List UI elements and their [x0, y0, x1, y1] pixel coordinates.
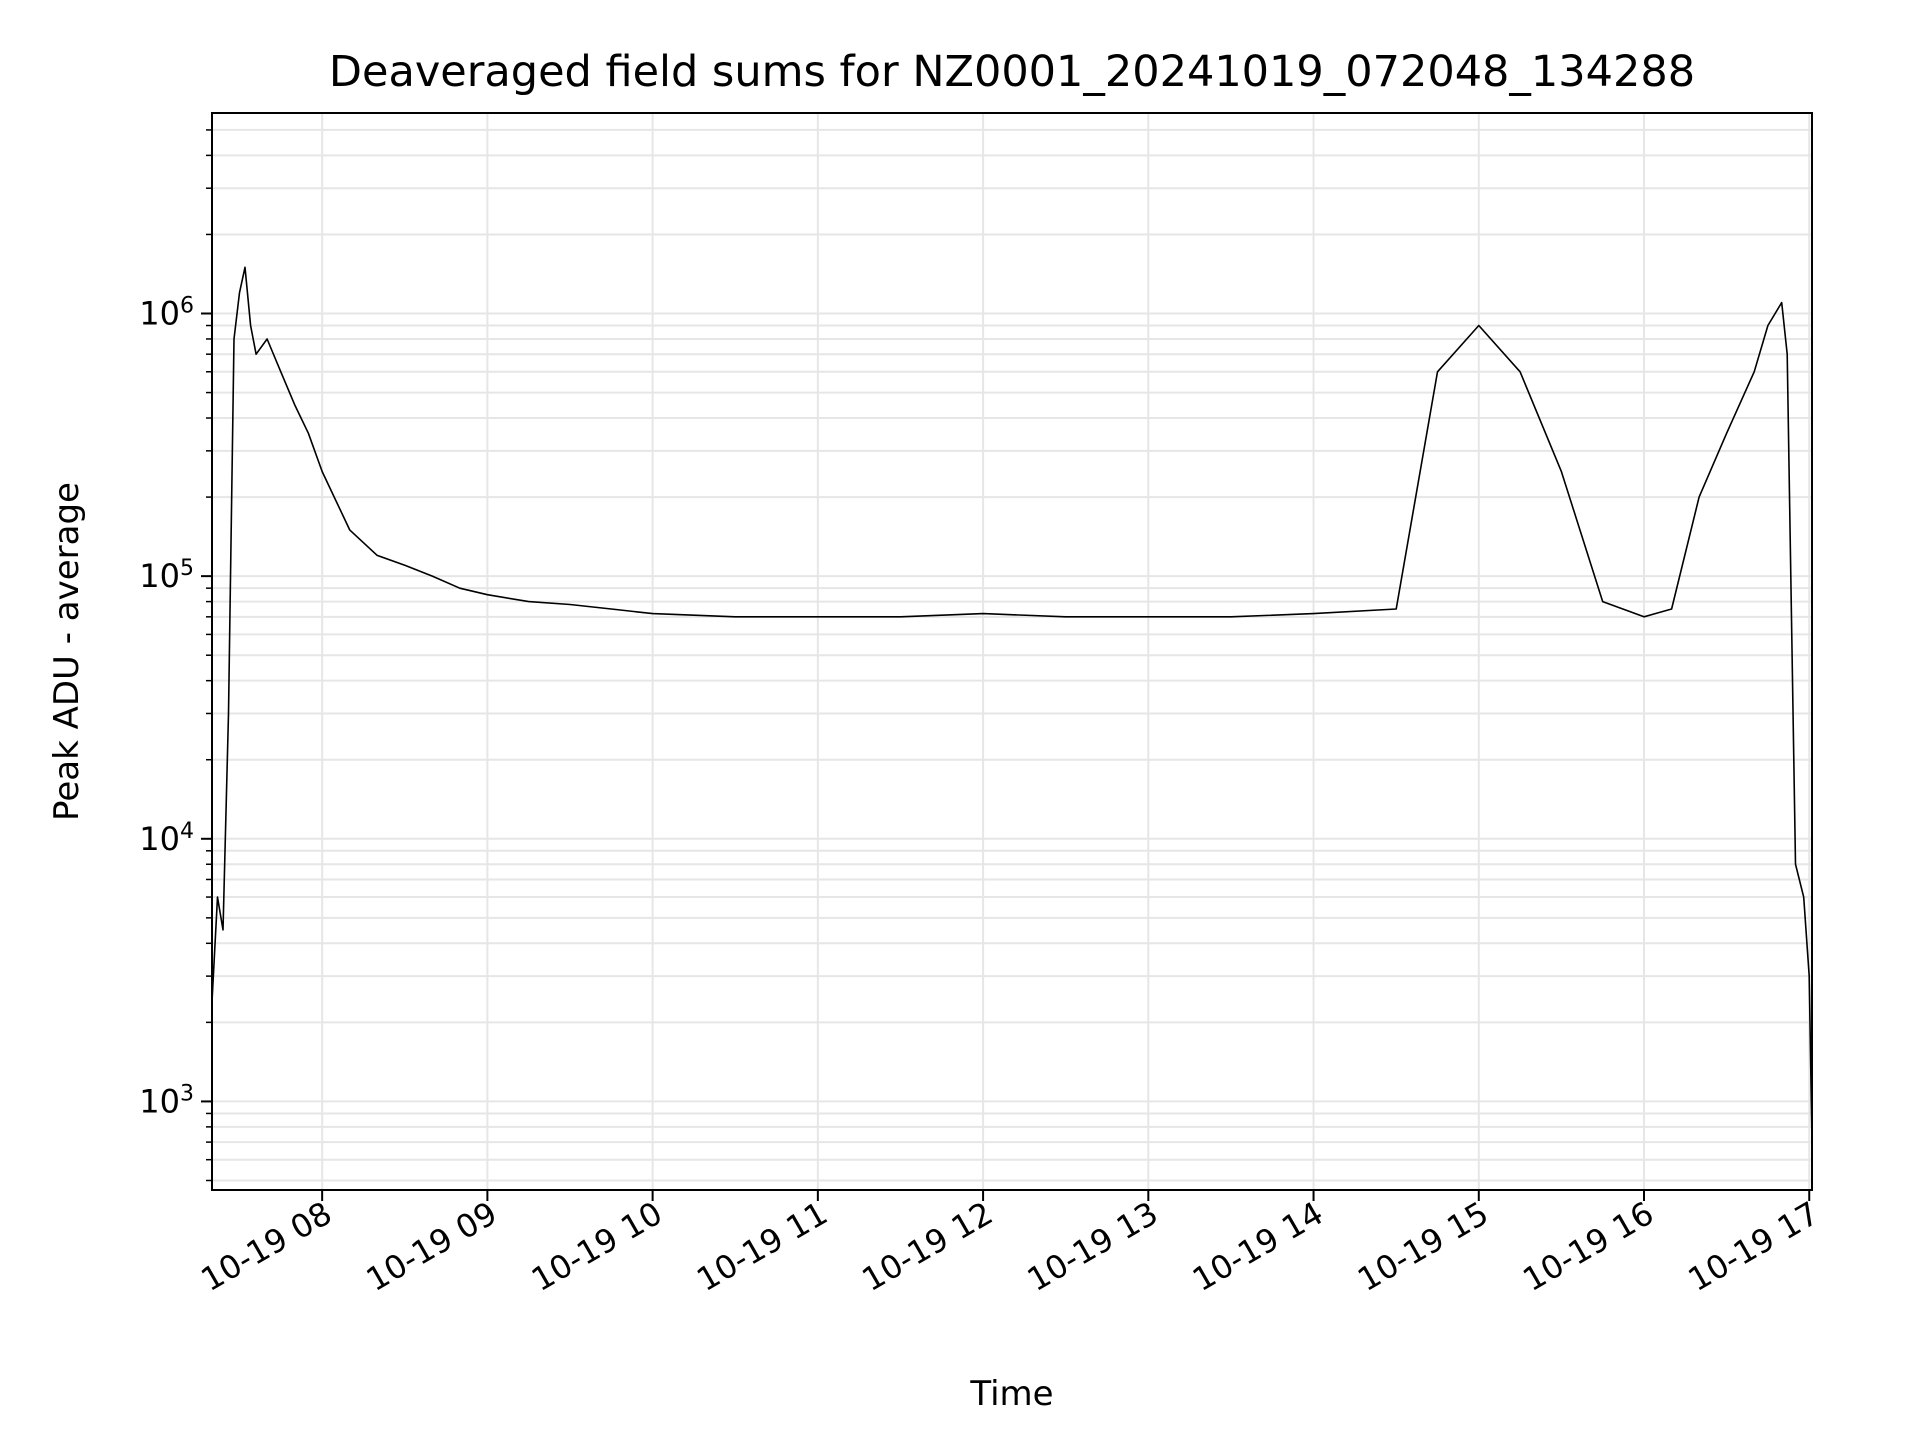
chart: 10310410510610-19 08 10-19 09 10-19 10 10-1… — [0, 0, 1920, 1440]
y-axis-title: Peak ADU - average — [47, 482, 87, 821]
chart-title: Deaveraged field sums for NZ0001_2024101… — [329, 47, 1695, 97]
x-axis-title: Time — [969, 1374, 1053, 1414]
